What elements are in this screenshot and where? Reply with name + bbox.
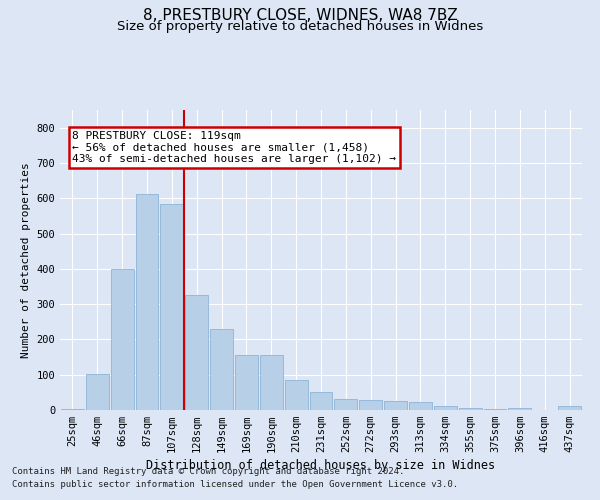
Bar [136, 194, 158, 410]
Bar [285, 380, 308, 410]
Bar [409, 402, 432, 410]
Text: Contains public sector information licensed under the Open Government Licence v3: Contains public sector information licen… [12, 480, 458, 489]
Bar [185, 296, 208, 410]
Text: Contains HM Land Registry data © Crown copyright and database right 2024.: Contains HM Land Registry data © Crown c… [12, 467, 404, 476]
Bar [260, 356, 283, 410]
Bar [235, 356, 258, 410]
Bar [359, 400, 382, 410]
Bar [210, 329, 233, 410]
Bar [434, 406, 457, 410]
Text: Size of property relative to detached houses in Widnes: Size of property relative to detached ho… [117, 20, 483, 33]
Bar [459, 408, 482, 410]
Bar [111, 269, 134, 410]
Bar [334, 400, 357, 410]
Bar [86, 374, 109, 410]
Bar [558, 406, 581, 410]
Bar [508, 408, 531, 410]
X-axis label: Distribution of detached houses by size in Widnes: Distribution of detached houses by size … [146, 460, 496, 472]
Y-axis label: Number of detached properties: Number of detached properties [21, 162, 31, 358]
Bar [160, 204, 183, 410]
Text: 8 PRESTBURY CLOSE: 119sqm
← 56% of detached houses are smaller (1,458)
43% of se: 8 PRESTBURY CLOSE: 119sqm ← 56% of detac… [73, 131, 397, 164]
Text: 8, PRESTBURY CLOSE, WIDNES, WA8 7BZ: 8, PRESTBURY CLOSE, WIDNES, WA8 7BZ [143, 8, 457, 22]
Bar [384, 401, 407, 410]
Bar [310, 392, 332, 410]
